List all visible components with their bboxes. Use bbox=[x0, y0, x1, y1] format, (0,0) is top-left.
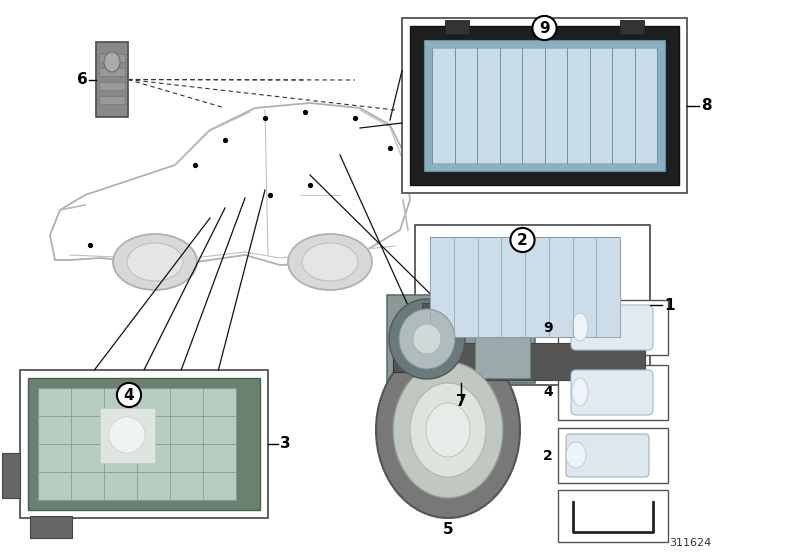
Bar bbox=[38, 388, 236, 500]
Bar bbox=[422, 303, 447, 325]
Bar bbox=[420, 343, 645, 380]
Bar bbox=[424, 40, 665, 171]
Bar bbox=[99, 54, 125, 62]
Bar bbox=[620, 20, 644, 34]
Ellipse shape bbox=[410, 383, 486, 477]
Bar bbox=[558, 300, 668, 355]
Bar bbox=[30, 516, 72, 538]
Ellipse shape bbox=[104, 52, 120, 72]
Text: 9: 9 bbox=[539, 21, 550, 35]
Ellipse shape bbox=[572, 378, 588, 406]
Ellipse shape bbox=[109, 417, 145, 453]
Text: 2: 2 bbox=[517, 232, 528, 248]
Ellipse shape bbox=[426, 403, 470, 457]
Bar bbox=[430, 237, 620, 337]
Ellipse shape bbox=[389, 299, 465, 379]
Bar bbox=[558, 365, 668, 420]
Text: 3: 3 bbox=[280, 436, 290, 451]
Bar bbox=[558, 428, 668, 483]
Bar bbox=[432, 48, 657, 163]
Text: 5: 5 bbox=[442, 522, 454, 538]
Ellipse shape bbox=[393, 362, 503, 498]
Text: 311624: 311624 bbox=[669, 538, 711, 548]
Bar bbox=[99, 82, 125, 90]
Bar bbox=[415, 225, 650, 385]
Text: 2: 2 bbox=[543, 449, 553, 463]
Text: 8: 8 bbox=[701, 98, 712, 113]
Bar bbox=[475, 300, 530, 378]
Ellipse shape bbox=[376, 342, 520, 518]
Bar bbox=[96, 42, 128, 117]
FancyBboxPatch shape bbox=[566, 434, 649, 477]
Text: 4: 4 bbox=[124, 388, 134, 403]
Ellipse shape bbox=[113, 234, 197, 290]
Bar bbox=[445, 20, 469, 34]
Bar bbox=[558, 490, 668, 542]
Bar bbox=[28, 378, 260, 510]
Ellipse shape bbox=[288, 234, 372, 290]
Ellipse shape bbox=[572, 313, 588, 341]
FancyBboxPatch shape bbox=[571, 305, 653, 350]
Ellipse shape bbox=[127, 243, 183, 281]
Ellipse shape bbox=[413, 324, 441, 354]
Text: 7: 7 bbox=[456, 394, 466, 408]
Ellipse shape bbox=[302, 243, 358, 281]
Bar bbox=[2, 453, 20, 498]
Bar bbox=[387, 295, 535, 383]
Bar bbox=[100, 408, 155, 463]
Text: 1: 1 bbox=[664, 297, 674, 312]
Bar bbox=[99, 96, 125, 104]
Ellipse shape bbox=[566, 442, 586, 468]
Text: 4: 4 bbox=[543, 385, 553, 399]
Text: 6: 6 bbox=[78, 72, 88, 87]
Bar bbox=[410, 26, 679, 185]
Bar bbox=[402, 18, 687, 193]
Bar bbox=[20, 370, 268, 518]
Text: 9: 9 bbox=[543, 320, 553, 334]
Bar bbox=[393, 330, 415, 372]
FancyBboxPatch shape bbox=[571, 370, 653, 415]
Bar bbox=[430, 237, 620, 337]
Bar bbox=[99, 68, 125, 76]
Ellipse shape bbox=[399, 309, 455, 369]
